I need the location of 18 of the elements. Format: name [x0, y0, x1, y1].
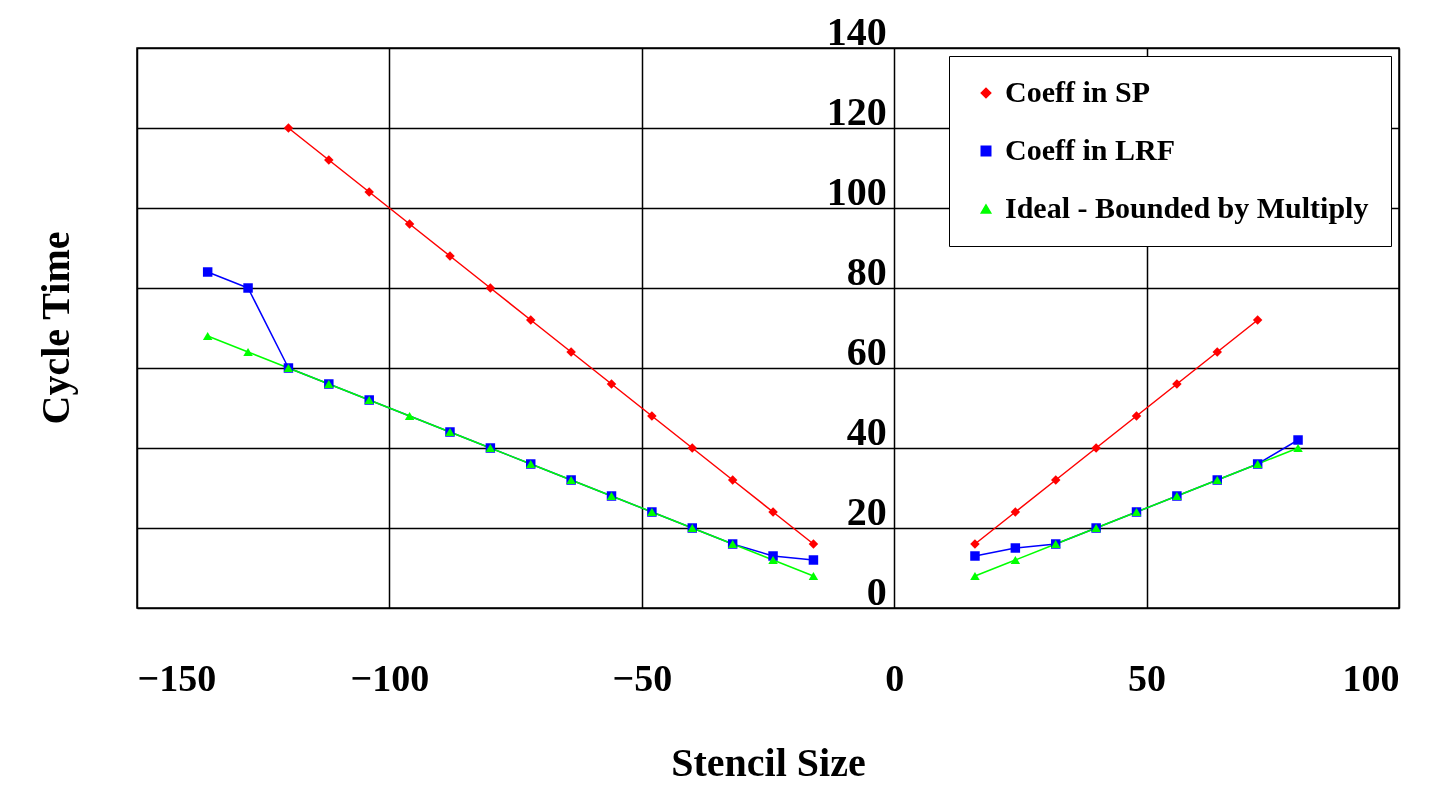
x-tick-label: −100	[350, 656, 430, 699]
legend-label: Coeff in SP	[1005, 75, 1150, 108]
x-tick-label: 50	[1128, 656, 1167, 699]
y-tick-label: 60	[846, 328, 887, 374]
y-tick-label: 80	[846, 248, 887, 294]
x-tick-label: −50	[612, 656, 673, 699]
y-axis-title: Cycle Time	[33, 231, 78, 425]
legend-label: Ideal - Bounded by Multiply	[1005, 191, 1369, 224]
x-tick-label: −150	[137, 656, 217, 699]
y-tick-label: 140	[826, 8, 887, 54]
y-tick-label: 40	[846, 408, 887, 454]
y-tick-label: 120	[826, 88, 887, 134]
y-tick-label: 100	[826, 168, 887, 214]
y-tick-label: 0	[866, 568, 887, 614]
x-axis-title: Stencil Size	[671, 739, 866, 785]
legend-label: Coeff in LRF	[1005, 133, 1175, 166]
y-tick-label: 20	[846, 488, 887, 534]
x-tick-label: 100	[1342, 656, 1400, 699]
